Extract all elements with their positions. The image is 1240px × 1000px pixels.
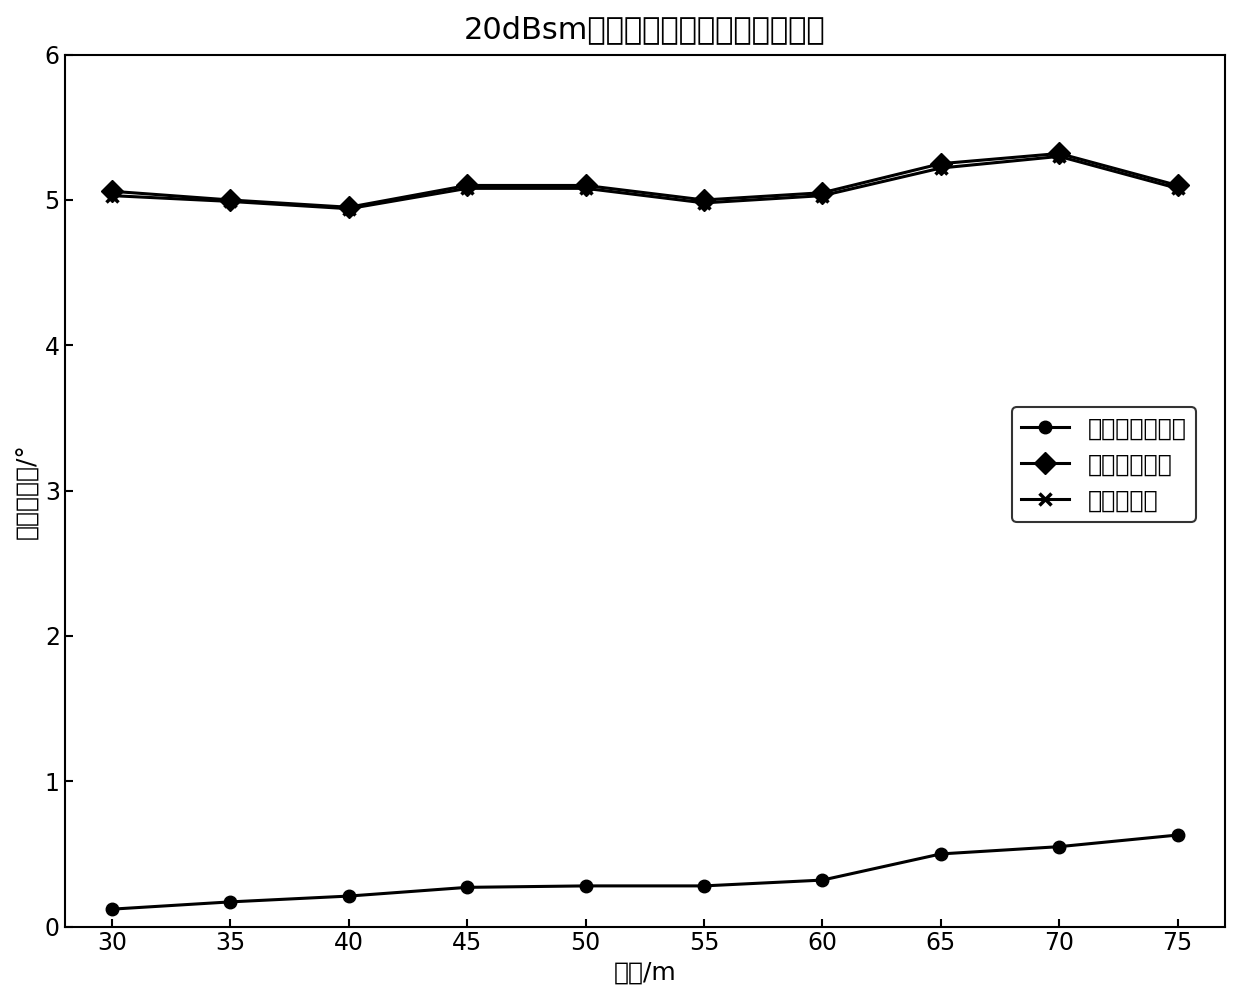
有误差校正: [341, 203, 356, 215]
有误差不校正: [223, 194, 238, 206]
理想情况无误差: [1171, 829, 1185, 841]
有误差校正: [815, 190, 830, 202]
有误差不校正: [578, 179, 593, 191]
有误差校正: [104, 190, 119, 202]
理想情况无误差: [578, 880, 593, 892]
Y-axis label: 高度角误差/°: 高度角误差/°: [15, 443, 38, 539]
有误差校正: [1171, 182, 1185, 194]
理想情况无误差: [1052, 841, 1066, 853]
有误差不校正: [1171, 179, 1185, 191]
有误差校正: [934, 162, 949, 174]
理想情况无误差: [460, 881, 475, 893]
有误差校正: [223, 195, 238, 207]
有误差不校正: [934, 158, 949, 170]
有误差校正: [697, 197, 712, 209]
Legend: 理想情况无误差, 有误差不校正, 有误差校正: 理想情况无误差, 有误差不校正, 有误差校正: [1012, 407, 1195, 522]
理想情况无误差: [223, 896, 238, 908]
Line: 理想情况无误差: 理想情况无误差: [105, 829, 1184, 915]
有误差不校正: [104, 185, 119, 197]
Title: 20dBsm时单目标高度角检测误差均值: 20dBsm时单目标高度角检测误差均值: [464, 15, 826, 44]
Line: 有误差不校正: 有误差不校正: [104, 146, 1185, 215]
Line: 有误差校正: 有误差校正: [105, 150, 1184, 215]
有误差不校正: [1052, 147, 1066, 159]
理想情况无误差: [815, 874, 830, 886]
理想情况无误差: [697, 880, 712, 892]
理想情况无误差: [341, 890, 356, 902]
有误差不校正: [460, 179, 475, 191]
有误差校正: [1052, 150, 1066, 162]
有误差校正: [578, 182, 593, 194]
理想情况无误差: [104, 903, 119, 915]
理想情况无误差: [934, 848, 949, 860]
有误差校正: [460, 182, 475, 194]
有误差不校正: [815, 187, 830, 199]
X-axis label: 距离/m: 距离/m: [614, 961, 676, 985]
有误差不校正: [697, 194, 712, 206]
有误差不校正: [341, 201, 356, 213]
